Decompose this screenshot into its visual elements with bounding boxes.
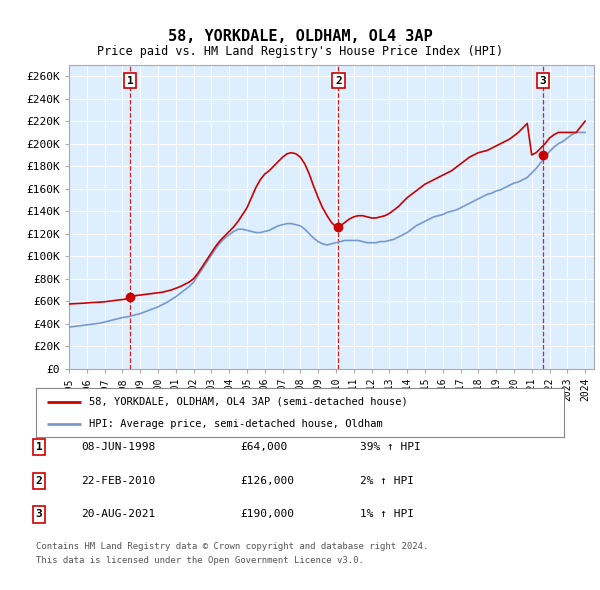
Text: 1: 1: [127, 76, 134, 86]
Text: £190,000: £190,000: [240, 510, 294, 519]
Text: 22-FEB-2010: 22-FEB-2010: [81, 476, 155, 486]
Text: 08-JUN-1998: 08-JUN-1998: [81, 442, 155, 452]
Text: £126,000: £126,000: [240, 476, 294, 486]
Text: This data is licensed under the Open Government Licence v3.0.: This data is licensed under the Open Gov…: [36, 556, 364, 565]
Text: Contains HM Land Registry data © Crown copyright and database right 2024.: Contains HM Land Registry data © Crown c…: [36, 542, 428, 552]
Text: 39% ↑ HPI: 39% ↑ HPI: [360, 442, 421, 452]
Text: 2: 2: [335, 76, 342, 86]
Text: Price paid vs. HM Land Registry's House Price Index (HPI): Price paid vs. HM Land Registry's House …: [97, 45, 503, 58]
Text: 1% ↑ HPI: 1% ↑ HPI: [360, 510, 414, 519]
Text: £64,000: £64,000: [240, 442, 287, 452]
Text: 58, YORKDALE, OLDHAM, OL4 3AP (semi-detached house): 58, YORKDALE, OLDHAM, OL4 3AP (semi-deta…: [89, 396, 407, 407]
Text: 3: 3: [540, 76, 547, 86]
Text: 3: 3: [35, 510, 43, 519]
Text: 1: 1: [35, 442, 43, 452]
Text: 20-AUG-2021: 20-AUG-2021: [81, 510, 155, 519]
Text: 58, YORKDALE, OLDHAM, OL4 3AP: 58, YORKDALE, OLDHAM, OL4 3AP: [167, 29, 433, 44]
Text: 2: 2: [35, 476, 43, 486]
Text: 2% ↑ HPI: 2% ↑ HPI: [360, 476, 414, 486]
Text: HPI: Average price, semi-detached house, Oldham: HPI: Average price, semi-detached house,…: [89, 418, 383, 428]
